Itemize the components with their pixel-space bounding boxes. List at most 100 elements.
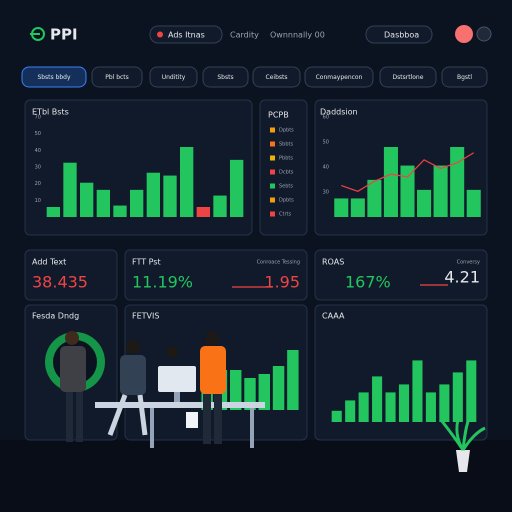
bar bbox=[230, 159, 244, 217]
tab-label: Pbl bcts bbox=[105, 74, 129, 81]
avatar[interactable] bbox=[455, 25, 473, 43]
tab-label: Ceibsts bbox=[266, 74, 288, 81]
bar bbox=[350, 198, 365, 217]
bar bbox=[80, 182, 94, 217]
kpi-label: ROAS bbox=[322, 258, 344, 267]
y-label: 30 bbox=[35, 165, 41, 171]
account-button[interactable] bbox=[365, 25, 433, 44]
legend-swatch bbox=[270, 127, 275, 133]
bar bbox=[452, 372, 463, 422]
tab[interactable] bbox=[304, 66, 374, 88]
y-label: 10 bbox=[35, 198, 41, 204]
tab-label: Conmaypencon bbox=[316, 74, 363, 81]
tab[interactable] bbox=[149, 66, 198, 88]
bar bbox=[383, 147, 398, 217]
y-label: 30 bbox=[323, 190, 329, 196]
panel-title: ETbl Bsts bbox=[32, 108, 69, 117]
y-label: 40 bbox=[35, 148, 41, 154]
tab[interactable] bbox=[441, 66, 488, 88]
kpi-value: 4.21 bbox=[444, 268, 480, 287]
legend-label: Dpbts bbox=[279, 198, 294, 204]
kpi-value: 11.19% bbox=[132, 273, 193, 292]
header-link[interactable]: Cardity bbox=[230, 31, 259, 40]
bar bbox=[433, 165, 448, 217]
search-text: Ads Itnas bbox=[168, 31, 205, 40]
account-text: Dasbboa bbox=[384, 31, 419, 40]
bar bbox=[163, 175, 177, 217]
bar bbox=[258, 374, 270, 410]
bar bbox=[180, 147, 194, 217]
floor bbox=[0, 440, 512, 512]
tab-label: Sbsts bbox=[217, 74, 233, 81]
bar bbox=[367, 179, 382, 217]
bar bbox=[331, 410, 342, 422]
search-icon bbox=[157, 31, 163, 38]
logo: PPI bbox=[50, 26, 78, 44]
y-label: 50 bbox=[35, 131, 41, 137]
bar bbox=[230, 370, 242, 410]
bar bbox=[466, 189, 481, 217]
y-label: 70 bbox=[35, 115, 41, 121]
tab-label: Dstsrtlone bbox=[393, 74, 424, 81]
bar bbox=[398, 384, 410, 422]
bar bbox=[113, 205, 127, 217]
tab[interactable] bbox=[252, 66, 301, 88]
tab[interactable] bbox=[202, 66, 249, 88]
tab-label: Bgstl bbox=[457, 74, 472, 81]
panel bbox=[24, 249, 118, 301]
bar bbox=[96, 189, 110, 217]
bar bbox=[358, 392, 369, 422]
legend-swatch bbox=[270, 211, 275, 217]
bar bbox=[334, 198, 349, 217]
bar bbox=[385, 392, 396, 422]
bar bbox=[213, 195, 227, 217]
legend-label: Sbbts bbox=[279, 142, 293, 148]
bar bbox=[287, 350, 299, 410]
kpi-value: 1.95 bbox=[264, 273, 300, 292]
legend-label: Pbbts bbox=[279, 156, 293, 162]
tab[interactable] bbox=[91, 66, 143, 88]
illustration bbox=[45, 331, 486, 472]
kpi-label: Add Text bbox=[32, 258, 66, 267]
kpi-label: FTT Pst bbox=[132, 258, 161, 267]
legend-label: Dpbts bbox=[279, 128, 294, 134]
generated: Sbsts bbdy Pbl bcts Unditity Sbsts Ceibsts Co… bbox=[21, 66, 488, 422]
panel-title: FETVIS bbox=[132, 312, 159, 321]
bar bbox=[439, 384, 450, 422]
legend-swatch bbox=[270, 169, 275, 175]
bar bbox=[146, 172, 160, 217]
y-label: 60 bbox=[323, 115, 329, 121]
header-link[interactable]: Ownnnally 00 bbox=[270, 31, 325, 40]
bar bbox=[417, 189, 432, 217]
bar bbox=[372, 376, 383, 422]
bar bbox=[130, 189, 144, 217]
panel-title: Daddsion bbox=[320, 108, 358, 117]
kpi-value: 38.435 bbox=[32, 273, 88, 292]
y-label: 20 bbox=[35, 181, 41, 187]
bar bbox=[46, 207, 60, 217]
legend-swatch bbox=[270, 183, 275, 189]
bar bbox=[412, 360, 423, 422]
legend-label: Sebts bbox=[279, 184, 293, 190]
legend-label: Ctrts bbox=[279, 212, 291, 218]
search-box[interactable] bbox=[149, 25, 223, 44]
bar bbox=[425, 392, 436, 422]
menu-icon[interactable] bbox=[476, 26, 492, 42]
kpi-value: 167% bbox=[345, 273, 391, 292]
panel-title: Fesda Dndg bbox=[32, 312, 79, 321]
logo-icon bbox=[30, 27, 45, 41]
panel-title: PCPB bbox=[268, 111, 289, 120]
tab[interactable] bbox=[379, 66, 437, 88]
kpi-label: Conroace Tessing bbox=[257, 260, 300, 266]
bar bbox=[244, 378, 256, 410]
bar bbox=[450, 147, 465, 217]
tab-label: Unditity bbox=[162, 74, 186, 81]
y-label: 40 bbox=[323, 165, 329, 171]
tab-label: Sbsts bbdy bbox=[37, 74, 71, 81]
panel-title: CAAA bbox=[322, 312, 345, 321]
bar bbox=[345, 400, 356, 422]
tab[interactable] bbox=[21, 66, 87, 88]
kpi-label: Conversy bbox=[457, 260, 480, 266]
